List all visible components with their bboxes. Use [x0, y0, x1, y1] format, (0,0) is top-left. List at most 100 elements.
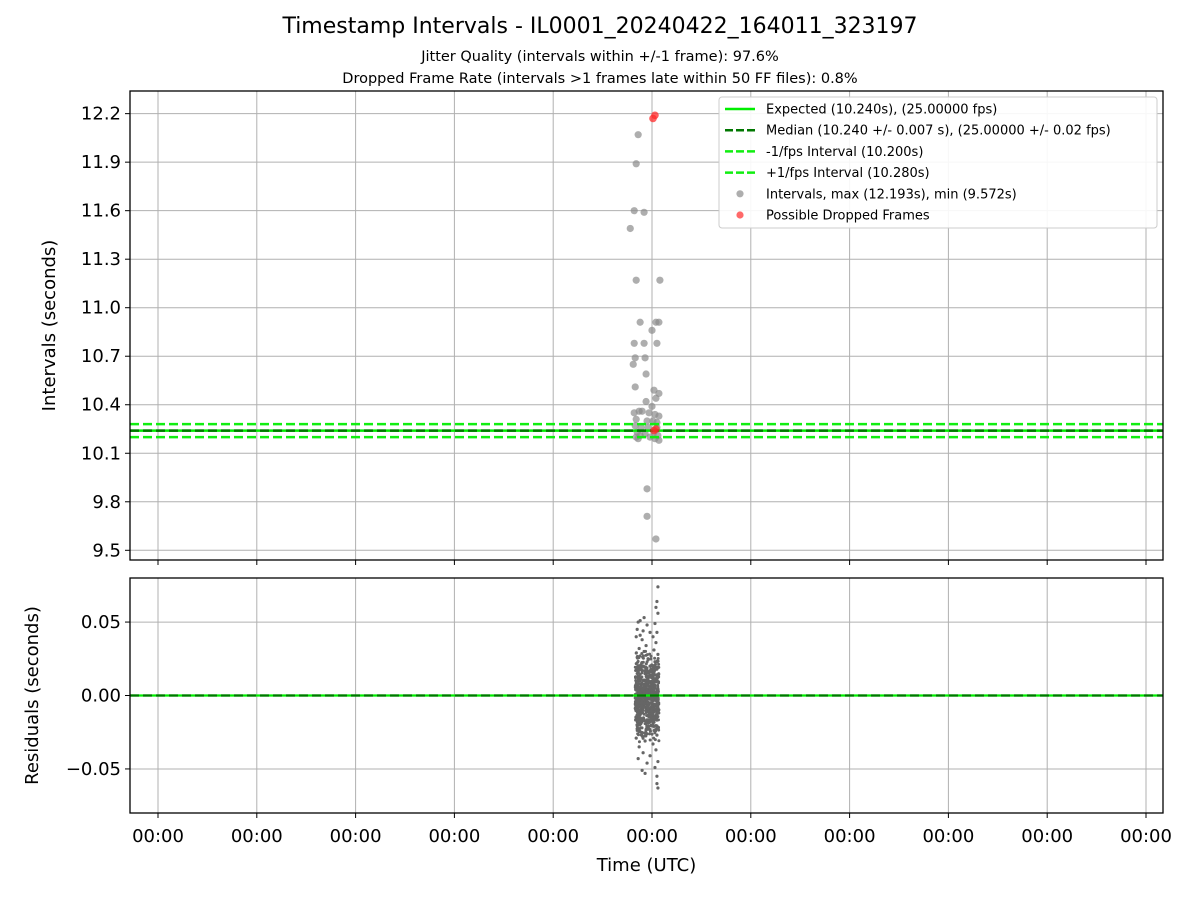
residual-point — [651, 719, 655, 723]
residual-point — [650, 709, 654, 713]
residual-point — [654, 748, 658, 752]
residual-point — [634, 635, 638, 639]
residual-points — [130, 585, 1163, 790]
residual-point — [652, 648, 656, 652]
residual-point — [657, 662, 661, 666]
chart-legend: Expected (10.240s), (25.00000 fps) Median… — [718, 96, 1158, 229]
residual-point — [634, 709, 638, 713]
residual-point — [635, 702, 639, 706]
x-tick-label: 00:00 — [824, 826, 876, 847]
intervals-axes-frame — [129, 90, 1164, 561]
residual-point — [644, 668, 648, 672]
residual-point — [656, 698, 660, 702]
legend-label: Intervals, max (12.193s), min (9.572s) — [766, 187, 1017, 202]
residual-point — [647, 715, 651, 719]
residual-point — [641, 629, 645, 633]
residual-point — [638, 664, 642, 668]
legend-label: Expected (10.240s), (25.00000 fps) — [766, 103, 997, 118]
residual-point — [652, 724, 656, 728]
residual-point — [647, 712, 651, 716]
residual-point — [633, 684, 637, 688]
chart-subtitle-dropped: Dropped Frame Rate (intervals >1 frames … — [342, 71, 858, 87]
residual-point — [649, 670, 653, 674]
interval-point — [655, 412, 663, 420]
interval-point — [632, 276, 640, 284]
residual-point — [637, 714, 641, 718]
residual-point — [657, 708, 661, 712]
interval-point — [648, 326, 656, 334]
residual-point — [651, 713, 655, 717]
residual-point — [647, 732, 651, 736]
residual-point — [639, 717, 643, 721]
residual-point — [647, 718, 651, 722]
residual-point — [655, 687, 659, 691]
x-tick-label: 00:00 — [1120, 826, 1172, 847]
residual-point — [652, 664, 656, 668]
residual-point — [655, 660, 659, 664]
interval-point — [644, 423, 652, 431]
residual-point — [644, 649, 648, 653]
y-tick-label: −0.05 — [66, 759, 121, 780]
interval-point — [630, 339, 638, 347]
x-tick-label: 00:00 — [428, 826, 480, 847]
residual-point — [636, 732, 640, 736]
residual-point — [649, 657, 653, 661]
residual-point — [654, 605, 658, 609]
residual-point — [644, 643, 648, 648]
residual-point — [649, 675, 653, 679]
x-tick-label: 00:00 — [922, 826, 974, 847]
residual-point — [645, 761, 649, 765]
residual-point — [646, 696, 650, 700]
residual-point — [648, 754, 652, 758]
residual-point — [657, 680, 661, 684]
residual-point — [634, 676, 638, 680]
residual-point — [656, 585, 660, 589]
residual-point — [647, 721, 651, 725]
residual-point — [640, 660, 644, 664]
interval-point — [652, 535, 660, 543]
intervals-points — [130, 111, 1163, 543]
residual-point — [652, 687, 656, 691]
residual-point — [657, 739, 661, 743]
residual-point — [643, 739, 647, 743]
residual-point — [653, 678, 657, 682]
interval-point — [640, 208, 648, 216]
residual-point — [648, 630, 652, 634]
residual-point — [656, 700, 660, 704]
residual-point — [637, 745, 641, 749]
residual-point — [655, 706, 659, 710]
residual-point — [638, 679, 642, 683]
interval-point — [643, 485, 651, 493]
residual-point — [645, 690, 649, 694]
residual-point — [655, 666, 659, 670]
residual-point — [636, 690, 640, 694]
legend-marker-dot — [736, 190, 744, 198]
residual-point — [640, 638, 644, 642]
legend-marker-dot — [736, 211, 744, 219]
x-tick-label: 00:00 — [626, 826, 678, 847]
residual-point — [644, 731, 648, 735]
residual-point — [641, 654, 645, 658]
residual-point — [650, 707, 654, 711]
x-tick-label: 00:00 — [132, 826, 184, 847]
residual-point — [656, 673, 660, 677]
x-tick-label: 00:00 — [725, 826, 777, 847]
y-tick-label: 10.4 — [81, 395, 121, 416]
residual-point — [653, 765, 657, 770]
interval-point — [637, 423, 645, 431]
residual-point — [634, 662, 638, 666]
interval-point — [634, 131, 642, 139]
residual-point — [640, 699, 644, 703]
residuals-panel: 00:00 00:00 00:00 00:00 00:00 00:00 00:00 00:00… — [22, 577, 1172, 876]
legend-box — [718, 96, 1158, 229]
dropped-frame-point — [650, 426, 658, 435]
interval-point — [630, 207, 638, 215]
residual-point — [650, 704, 654, 708]
residual-point — [636, 757, 640, 761]
residual-point — [634, 682, 638, 686]
residual-point — [656, 786, 660, 790]
residual-point — [650, 684, 654, 688]
intervals-y-axis-label: Intervals (seconds) — [39, 240, 60, 412]
residual-point — [641, 707, 645, 711]
residual-point — [640, 705, 644, 709]
